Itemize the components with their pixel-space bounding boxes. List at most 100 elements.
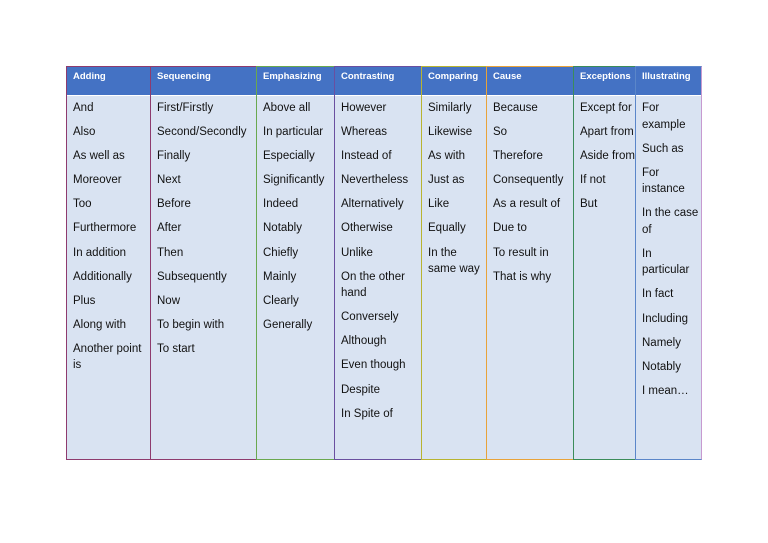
connective-item: Mainly [263, 270, 297, 283]
connective-item: For example [642, 102, 686, 131]
connective-item: Nevertheless [341, 174, 409, 187]
items-cause: Because So Therefore Consequently As a resul… [487, 96, 573, 285]
connective-item: But [580, 198, 598, 211]
connective-item: Alternatively [341, 198, 404, 211]
items-contrasting: However Whereas Instead of Nevertheless Alte… [335, 96, 421, 422]
connective-item: In the same way [428, 246, 480, 276]
connective-item: Now [157, 294, 181, 307]
connective-item: Apart from [580, 126, 634, 139]
connective-item: Equally [428, 222, 466, 235]
items-comparing: Similarly Likewise As with Just as Like Equal… [422, 96, 486, 278]
connective-item: Despite [341, 383, 380, 396]
connective-item: Before [157, 198, 191, 211]
items-exceptions: Except for Apart from Aside from If not But [574, 96, 635, 213]
connective-item: Plus [73, 294, 96, 307]
column-contrasting: Contrasting However Whereas Instead of Never… [334, 66, 421, 460]
connective-item: Above all [263, 102, 311, 114]
connective-item: In addition [73, 246, 127, 259]
connective-item: Because [493, 102, 538, 114]
connective-item: As a result of [493, 198, 561, 211]
header-sequencing: Sequencing [151, 67, 256, 96]
connective-item: In particular [642, 247, 690, 277]
connective-item: Aside from [580, 150, 635, 163]
connective-item: Especially [263, 150, 315, 163]
connective-item: Unlike [341, 246, 373, 259]
connective-item: Such as [642, 142, 684, 155]
connective-item: As with [428, 150, 466, 163]
connective-item: To begin with [157, 318, 225, 331]
connective-item: In fact [642, 288, 674, 301]
connective-item: On the other hand [341, 270, 405, 300]
column-emphasizing: Emphasizing Above all In particular Especia… [256, 66, 334, 460]
column-illustrating: Illustrating For example Such as For instan… [635, 66, 702, 460]
header-illustrating: Illustrating [636, 67, 701, 96]
connective-item: To start [157, 342, 195, 355]
connective-item: Whereas [341, 126, 388, 139]
connective-item: Conversely [341, 311, 399, 324]
connective-item: Next [157, 174, 181, 187]
connective-item: Notably [263, 222, 302, 235]
connective-item: That is why [493, 270, 552, 283]
connective-item: However [341, 102, 387, 114]
connective-item: After [157, 222, 182, 235]
connective-item: For instance [642, 166, 685, 196]
connective-item: Therefore [493, 150, 543, 163]
connective-item: Likewise [428, 126, 473, 139]
connective-item: Similarly [428, 102, 472, 114]
connective-item: Indeed [263, 198, 299, 211]
connectives-table: Adding And Also As well as Moreover Too Furthe… [66, 66, 702, 460]
connective-item: In particular [263, 126, 324, 139]
connective-item: Then [157, 246, 184, 259]
connective-item: Instead of [341, 150, 392, 163]
connective-item: Furthermore [73, 222, 137, 235]
connective-item: In the case of [642, 207, 699, 236]
connective-item: Additionally [73, 270, 132, 283]
connective-item: Also [73, 126, 96, 139]
header-adding: Adding [67, 67, 150, 96]
connective-item: Even though [341, 359, 406, 372]
connective-item: Namely [642, 336, 681, 349]
header-contrasting: Contrasting [335, 67, 421, 96]
connective-item: Although [341, 335, 387, 348]
connective-item: Due to [493, 222, 527, 235]
connective-item: Notably [642, 360, 681, 373]
connective-item: Second/Secondly [157, 126, 247, 139]
header-comparing: Comparing [422, 67, 486, 96]
connective-item: Too [73, 198, 92, 211]
connective-item: Finally [157, 150, 191, 163]
connective-item: So [493, 126, 508, 139]
header-cause: Cause [487, 67, 573, 96]
connective-item: Otherwise [341, 222, 393, 235]
connective-item: Subsequently [157, 270, 227, 283]
connective-item: And [73, 102, 94, 114]
connective-item: To result in [493, 246, 549, 259]
connective-item: Including [642, 312, 689, 325]
column-sequencing: Sequencing First/Firstly Second/Secondly Fi… [150, 66, 256, 460]
connective-item: As well as [73, 150, 125, 163]
connective-item: Clearly [263, 294, 299, 307]
connective-item: Another point is [73, 342, 142, 372]
connective-item: Significantly [263, 174, 325, 187]
column-exceptions: Exceptions Except for Apart from Aside from… [573, 66, 635, 460]
items-emphasizing: Above all In particular Especially Signific… [257, 96, 334, 333]
connective-item: Just as [428, 174, 465, 187]
items-adding: And Also As well as Moreover Too Furthermore I… [67, 96, 150, 374]
column-adding: Adding And Also As well as Moreover Too Furthe… [66, 66, 150, 460]
column-comparing: Comparing Similarly Likewise As with Just as… [421, 66, 486, 460]
connective-item: Chiefly [263, 246, 299, 259]
connective-item: Along with [73, 318, 127, 331]
items-illustrating: For example Such as For instance In the cas… [636, 96, 701, 399]
connective-item: I mean… [642, 384, 689, 397]
items-sequencing: First/Firstly Second/Secondly Finally Next B… [151, 96, 256, 357]
header-emphasizing: Emphasizing [257, 67, 334, 96]
connective-item: Except for [580, 102, 632, 114]
header-exceptions: Exceptions [574, 67, 635, 96]
connective-item: In Spite of [341, 407, 393, 420]
connective-item: First/Firstly [157, 102, 214, 114]
column-cause: Cause Because So Therefore Consequently As a … [486, 66, 573, 460]
connective-item: Consequently [493, 174, 564, 187]
connective-item: Generally [263, 318, 313, 331]
connective-item: Like [428, 198, 450, 211]
connective-item: If not [580, 174, 606, 187]
connective-item: Moreover [73, 174, 122, 187]
